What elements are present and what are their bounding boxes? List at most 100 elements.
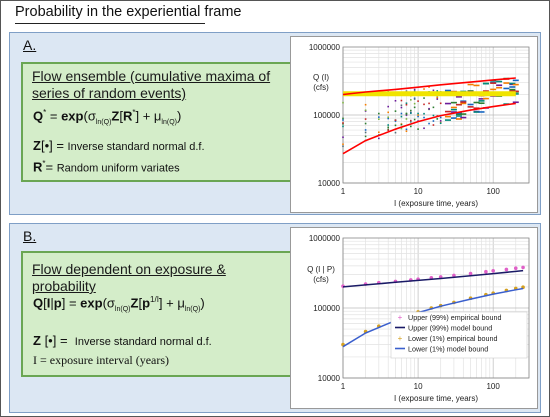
chart-a-ensemble-point <box>450 117 457 119</box>
chart-a-ensemble-point <box>364 109 367 112</box>
chart-a-ensemble-point <box>482 97 489 100</box>
chart-a-ensemble-point <box>490 88 497 91</box>
chart-a-ensemble-point <box>378 118 380 121</box>
panel-b-z-text: Inverse standard normal d.f. <box>74 336 212 348</box>
chart-a-ensemble-point <box>342 122 344 124</box>
chart-a-plot-frame <box>342 46 530 184</box>
chart-a-ensemble-point <box>512 90 519 93</box>
chart-a-ensemble-point <box>417 112 419 115</box>
panel-a-main-equation: Q* = exp(σln(Q)Z[R*] + μln(Q)) <box>33 108 182 126</box>
panel-b-heading: Flow dependent on exposure & probability <box>32 261 226 294</box>
chart-a-ensemble-point <box>342 117 344 120</box>
chart-a-ensemble-point <box>467 103 474 106</box>
chart-a-x-axis-label: I (exposure time, years) <box>394 199 478 208</box>
chart-a-ensemble-point <box>410 99 412 101</box>
chart-b-legend-label: Upper (99%) empirical bound <box>408 313 501 322</box>
chart-a-ensemble-point <box>432 120 435 122</box>
chart-a-ensemble-point <box>455 103 462 106</box>
chart-a-ensemble-point <box>410 109 412 112</box>
chart-a-x-tick-label: 100 <box>486 187 500 196</box>
chart-a-ensemble-point <box>436 118 439 120</box>
chart-a-bound-upper <box>342 77 516 96</box>
chart-a-ensemble-point <box>512 93 519 95</box>
chart-b-plot-frame <box>342 237 530 379</box>
chart-a-ensemble-point <box>413 88 416 91</box>
panel-b-main-equation: Q[I|p] = exp(σln(Q)Z[p1/I] + μln(Q)) <box>33 295 205 313</box>
chart-a-ensemble-point <box>509 90 516 92</box>
chart-a-ensemble-point <box>460 113 467 115</box>
chart-a-ensemble-point <box>444 115 451 118</box>
chart-a-ensemble-point <box>455 118 462 120</box>
chart-a-ensemble-point <box>423 103 425 106</box>
chart-a-ensemble-point <box>496 80 503 83</box>
chart-a-ensemble-point <box>512 101 519 104</box>
chart-a-ensemble-point <box>428 107 430 110</box>
chart-a-ensemble-point <box>444 89 451 92</box>
chart-a-ensemble-point <box>364 131 367 134</box>
chart-a-ensemble-point <box>473 107 480 109</box>
chart-a-ensemble-point <box>387 105 390 108</box>
chart-a-ensemble-point <box>378 137 380 140</box>
chart-a-ensemble-point <box>417 128 419 130</box>
page-title: Probability in the experiential frame <box>15 4 242 20</box>
chart-a-ensemble-point <box>460 116 467 119</box>
chart-a-ensemble-point <box>342 136 344 139</box>
chart-a-ensemble-point <box>436 96 439 99</box>
chart-a-ensemble-point <box>410 125 412 128</box>
chart-b-legend-swatch: + <box>398 313 403 322</box>
panel-b-letter: B. <box>23 228 37 244</box>
panel-b-z-definition: Z [•] = Inverse standard normal d.f. <box>33 333 212 348</box>
chart-a-ensemble-point <box>503 82 510 84</box>
chart-a-ensemble-point <box>378 116 380 118</box>
chart-a-ensemble-point <box>387 111 390 114</box>
chart-a-y-tick-label: 100000 <box>313 111 340 120</box>
chart-a-ensemble-point <box>455 113 462 115</box>
chart-a-ensemble-point <box>490 79 497 82</box>
chart-a-ensemble-point <box>478 98 485 100</box>
chart-a-ensemble-point <box>473 84 480 87</box>
chart-a-ensemble-point <box>413 97 416 100</box>
chart-b-legend-swatch: + <box>398 334 403 343</box>
panel-a-letter: A. <box>23 37 37 53</box>
chart-a-ensemble-point <box>364 103 367 106</box>
chart-b-legend-label: Lower (1%) model bound <box>408 345 488 354</box>
chart-a-ensemble-point <box>423 112 425 115</box>
chart-a-ensemble-point <box>387 117 390 120</box>
chart-a-ensemble-point <box>478 100 485 102</box>
chart-a-ensemble-point <box>455 112 462 114</box>
chart-a-ensemble-point <box>400 115 403 118</box>
chart-a-ensemble-point <box>439 116 442 119</box>
chart-b-x-tick-label: 10 <box>414 382 423 391</box>
chart-a-ensemble-point <box>410 112 412 114</box>
chart-a-ensemble-point <box>405 113 408 115</box>
chart-a-ensemble-point <box>405 128 408 131</box>
chart-a-ensemble-point <box>503 87 510 90</box>
chart-a-ensemble-point <box>473 101 480 104</box>
chart-a-y-tick-label: 10000 <box>318 179 341 188</box>
chart-a-y-axis-label: Q (I) <box>313 73 329 82</box>
chart-a-ensemble-point <box>496 84 503 87</box>
chart-b-legend <box>390 311 528 359</box>
chart-a-ensemble-point <box>460 102 467 105</box>
chart-a-ensemble-point <box>342 145 344 148</box>
chart-b-series-point <box>452 273 456 278</box>
chart-a-ensemble-point <box>482 82 489 85</box>
chart-a-ensemble-point <box>428 86 430 88</box>
chart-a-ensemble-point <box>428 122 430 125</box>
chart-a-ensemble-point <box>423 116 425 119</box>
chart-a-ensemble-point <box>450 101 457 104</box>
chart-a: 1000000 100000 10000 1 10 100 Q (I) (cfs) I (exp… <box>290 36 538 213</box>
chart-b-series-point <box>504 267 509 272</box>
chart-a-ensemble-point <box>439 122 442 125</box>
chart-a-ensemble-point <box>417 100 419 102</box>
panel-a: A. Flow ensemble (cumulative maxima of s… <box>9 32 541 215</box>
chart-a-ensemble-point <box>439 120 442 122</box>
chart-a-ensemble-point <box>512 79 519 82</box>
chart-a-ensemble-point <box>400 104 403 107</box>
chart-a-ensemble-point <box>436 98 439 100</box>
panel-a-equation-box: Flow ensemble (cumulative maxima of seri… <box>21 62 295 182</box>
chart-a-ensemble-point <box>342 123 344 125</box>
chart-a-ensemble-point <box>413 102 416 105</box>
chart-a-ensemble-point <box>455 115 462 117</box>
